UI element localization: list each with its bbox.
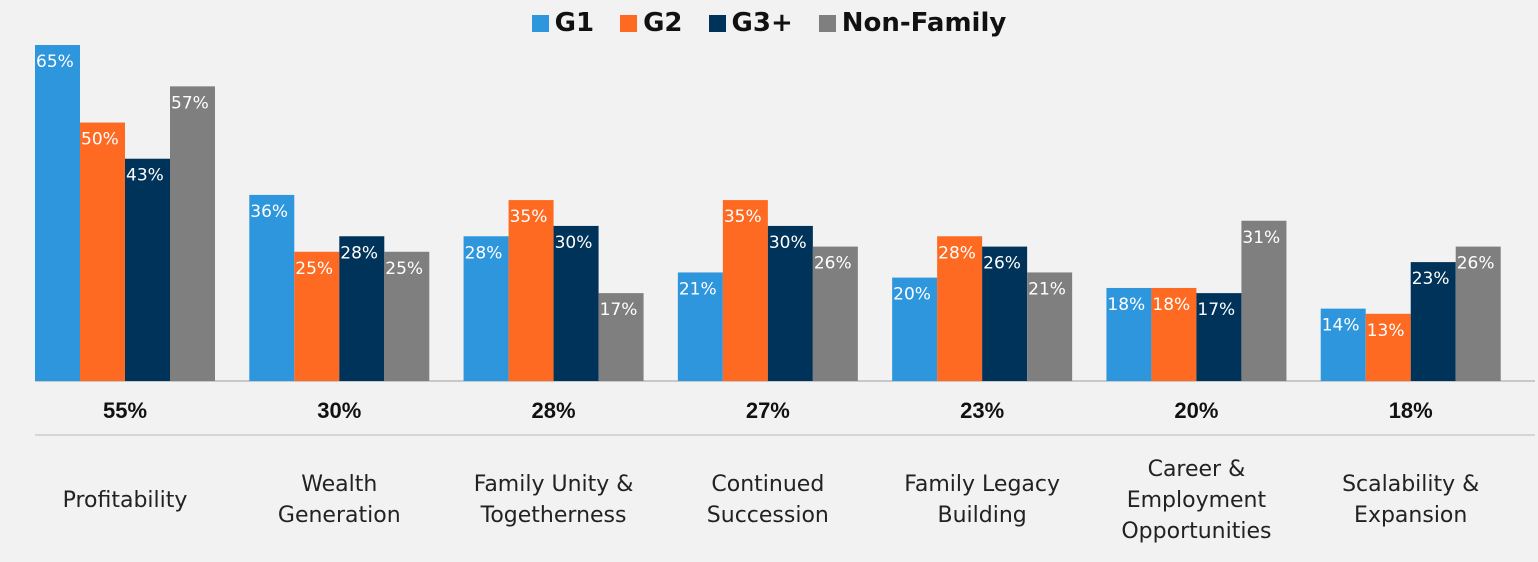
value-label: 17% <box>600 300 638 320</box>
value-label: 31% <box>1242 228 1280 248</box>
value-label: 26% <box>1457 254 1495 274</box>
category-label: Family Legacy Building <box>904 472 1061 528</box>
bar <box>812 246 858 381</box>
value-label: 21% <box>679 279 717 299</box>
bar <box>508 200 554 381</box>
value-label: 23% <box>1412 269 1450 289</box>
value-label: 28% <box>938 243 976 263</box>
bar <box>892 277 938 381</box>
category-label: Continued Succession <box>706 472 829 528</box>
value-label: 35% <box>510 207 548 227</box>
category-label: Career & Employment Opportunities <box>1121 456 1272 544</box>
bar <box>125 158 170 381</box>
bar <box>1106 287 1152 381</box>
total-label: 28% <box>532 398 576 423</box>
legend-item: G2 <box>620 8 683 38</box>
legend: G1 G2 G3+ Non-Family <box>0 8 1538 38</box>
bar <box>677 272 723 381</box>
legend-label: Non-Family <box>841 8 1007 38</box>
value-label: 26% <box>814 254 852 274</box>
bar <box>80 122 125 382</box>
total-label: 55% <box>103 398 147 423</box>
category-label: Profitability <box>62 487 188 513</box>
total-label: 27% <box>746 398 790 423</box>
legend-swatch <box>620 14 638 32</box>
bar <box>1241 220 1287 381</box>
value-label: 30% <box>555 233 593 253</box>
value-label: 30% <box>769 233 807 253</box>
legend-item: G3+ <box>708 8 793 38</box>
bar <box>1410 262 1456 381</box>
total-label: 23% <box>960 398 1004 423</box>
bar <box>35 45 80 381</box>
total-label: 20% <box>1174 398 1218 423</box>
bar <box>1196 293 1242 381</box>
bar <box>339 236 385 381</box>
bar <box>249 194 295 381</box>
total-label: 18% <box>1389 398 1433 423</box>
legend-item: G1 <box>531 8 595 38</box>
total-label: 30% <box>317 398 361 423</box>
bar <box>1151 287 1197 381</box>
value-label: 25% <box>295 259 333 279</box>
bar <box>1027 272 1073 381</box>
bar <box>1455 246 1501 381</box>
bar <box>170 86 215 381</box>
category-label: Wealth Generation <box>277 472 401 528</box>
bar <box>937 236 983 381</box>
bar <box>384 251 430 381</box>
bar <box>767 225 813 381</box>
bar <box>982 246 1028 381</box>
value-label: 18% <box>1107 295 1145 315</box>
category-label: Scalability & Expansion <box>1342 472 1480 528</box>
value-label: 28% <box>340 243 378 263</box>
value-label: 25% <box>385 259 423 279</box>
bar <box>294 251 340 381</box>
legend-label: G2 <box>643 8 683 38</box>
value-label: 14% <box>1322 316 1360 336</box>
value-label: 17% <box>1197 300 1235 320</box>
bar <box>598 293 644 381</box>
bar <box>1365 313 1411 381</box>
value-label: 50% <box>81 130 119 150</box>
legend-label: G1 <box>554 8 595 38</box>
legend-label: G3+ <box>731 8 793 38</box>
value-label: 20% <box>893 285 931 305</box>
category-label: Family Unity & Togetherness <box>473 472 634 528</box>
value-label: 28% <box>465 243 503 263</box>
legend-swatch <box>708 14 726 32</box>
bar <box>722 200 768 381</box>
bar <box>1320 308 1366 381</box>
value-label: 57% <box>171 93 209 113</box>
legend-swatch <box>818 14 836 32</box>
bar <box>553 225 599 381</box>
legend-item: Non-Family <box>818 8 1007 38</box>
value-label: 13% <box>1367 321 1405 341</box>
bar <box>463 236 509 381</box>
legend-swatch <box>531 14 549 32</box>
value-label: 43% <box>126 166 164 186</box>
value-label: 65% <box>36 52 74 72</box>
value-label: 21% <box>1028 279 1066 299</box>
value-label: 36% <box>250 202 288 222</box>
value-label: 26% <box>983 254 1021 274</box>
value-label: 35% <box>724 207 762 227</box>
value-label: 18% <box>1152 295 1190 315</box>
